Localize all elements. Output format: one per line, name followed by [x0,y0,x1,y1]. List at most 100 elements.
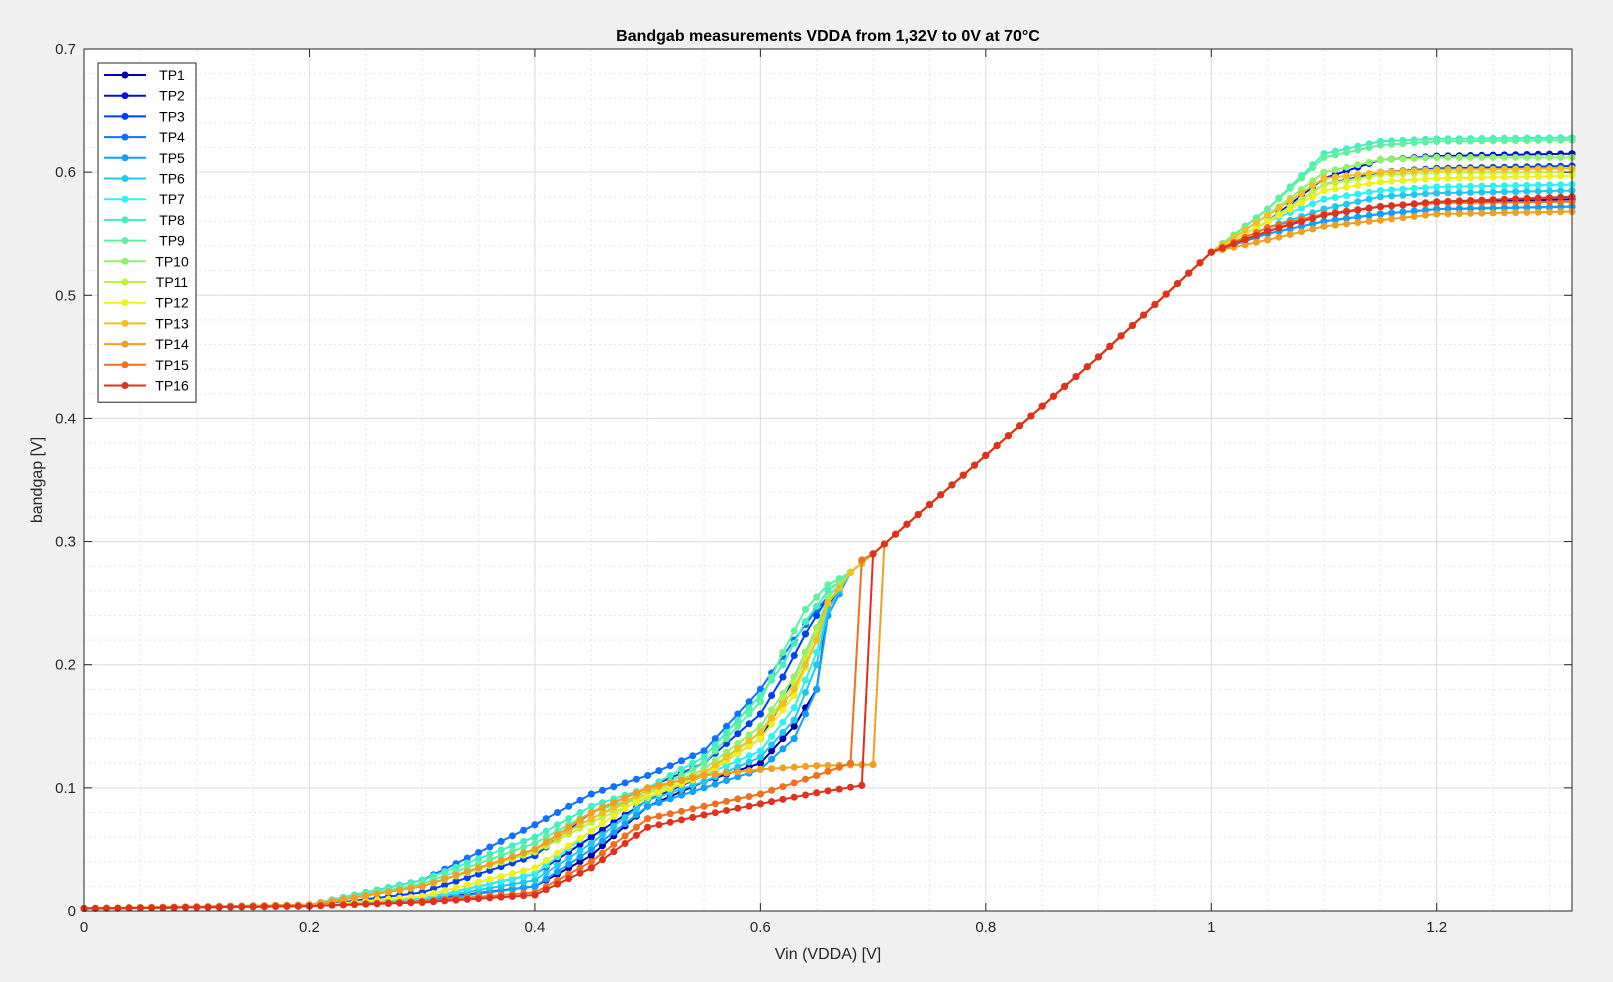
data-point [1264,217,1272,225]
data-point [238,903,246,911]
data-point [531,891,539,899]
data-point [1534,194,1542,202]
data-point [508,832,516,840]
data-point [508,885,516,893]
data-point [1399,185,1407,193]
data-point [1546,153,1553,161]
data-point [1455,137,1463,145]
data-point [1320,211,1328,219]
data-point [1388,186,1396,194]
data-point [497,837,505,845]
data-point [666,795,674,803]
data-point [1557,172,1565,180]
data-point [272,902,280,910]
data-point [103,904,110,912]
data-point [362,892,370,900]
data-point [1422,166,1429,174]
data-point [768,720,776,728]
data-point [678,791,685,799]
data-point [486,860,494,868]
data-point [734,768,742,776]
legend-marker [121,237,129,245]
data-point [723,769,730,777]
data-point [1365,204,1373,212]
x-tick-label: 0.2 [299,919,320,936]
data-point [644,802,652,810]
data-point [542,886,550,894]
data-point [587,802,595,810]
data-point [1467,182,1474,190]
data-point [1388,177,1396,185]
x-tick-label: 0 [80,919,88,936]
data-point [734,716,742,724]
data-point [768,733,776,740]
data-point [1343,208,1350,216]
data-point [1523,153,1531,161]
data-point [734,804,742,812]
data-point [576,858,584,866]
data-point [452,871,460,879]
x-tick-label: 0.4 [524,919,545,936]
data-point [384,888,392,896]
legend[interactable]: TP1 TP2 TP3 TP4 TP5 TP6 TP7 TP8 TP9 TP10 TP11 TP12 T… [97,62,197,403]
data-point [215,903,223,911]
data-point [1478,137,1486,145]
data-point [1433,153,1441,161]
data-point [711,800,719,808]
ticks-layer [83,48,1572,912]
legend-item-tp3: TP3 [104,108,185,124]
data-point [847,783,854,791]
legend-label: TP11 [156,274,189,290]
data-point [1455,153,1463,161]
data-point [779,735,787,743]
legend-label: TP16 [155,378,189,394]
data-point [1557,193,1565,201]
data-point [565,802,573,810]
data-point [1534,208,1542,216]
data-point [587,852,595,860]
data-point [1478,165,1486,173]
data-point [542,827,550,835]
data-point [1467,153,1474,161]
data-point [1275,195,1283,203]
data-point [779,661,787,669]
data-point [1365,212,1373,219]
data-point [1241,226,1249,234]
data-point [734,763,742,771]
data-point [1343,172,1350,180]
legend-label: TP10 [155,253,189,269]
data-point [1331,185,1339,193]
data-point [204,903,212,911]
data-point [1523,208,1531,216]
data-point [1320,181,1328,188]
data-point [1467,205,1474,212]
data-point [1298,218,1305,226]
data-point [1444,153,1452,161]
data-point [1275,204,1283,212]
data-point [835,785,843,793]
data-point [497,872,505,880]
data-point [734,722,742,730]
data-point [768,755,776,763]
data-point [531,839,539,847]
data-point [1016,422,1024,430]
data-point [1072,373,1080,381]
data-point [1354,190,1362,198]
data-point [1512,209,1520,217]
data-point [813,648,821,656]
data-point [1433,166,1441,174]
data-point [610,799,618,807]
data-point [790,692,798,699]
y-tick-label: 0.6 [55,164,76,181]
data-point [1331,216,1339,224]
data-point [1523,165,1531,173]
data-point [1433,174,1441,182]
data-point [1286,221,1294,229]
data-point [441,881,449,889]
data-point [497,893,505,901]
data-point [418,898,426,906]
data-point [1546,165,1553,173]
data-point [621,779,629,787]
data-point [339,901,347,909]
data-point [159,904,167,912]
